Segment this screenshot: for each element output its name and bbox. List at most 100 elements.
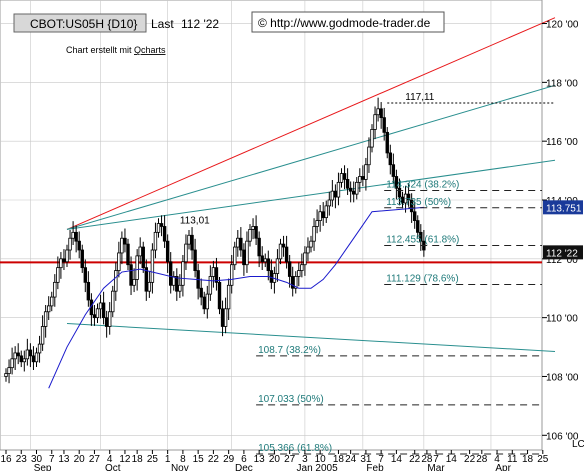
candle-body — [141, 246, 145, 269]
candle-body — [391, 164, 396, 177]
x-month-label: Sep — [34, 463, 52, 471]
candle-body — [339, 173, 344, 183]
symbol-label: CBOT:US05H {D10} — [30, 17, 137, 31]
y-tick-label: 116 '00 — [546, 137, 578, 148]
moving-average-series — [48, 206, 424, 389]
fibonacci-levels: 117,11 113,01 114.324 (38.2%) 113.735 (50%)… — [180, 92, 555, 455]
candle-body — [251, 226, 255, 230]
candle-body — [266, 258, 270, 271]
candle-body — [287, 261, 292, 277]
candle-body — [165, 240, 170, 263]
x-day-label: 10 — [315, 454, 327, 465]
x-day-label: 25 — [537, 454, 549, 465]
last-label: Last — [151, 17, 174, 31]
fib-level-label: 107.033 (50%) — [258, 394, 324, 405]
y-tick-label: 106 '00 — [546, 431, 579, 442]
x-day-label: 12 — [119, 454, 131, 465]
candle-body — [43, 311, 48, 327]
credit-link[interactable]: Qcharts — [134, 45, 166, 55]
candle-body — [65, 249, 69, 263]
candle-body — [22, 358, 26, 363]
y-tick-label: 120 '00 — [546, 20, 579, 31]
candle-body — [355, 181, 359, 195]
candle-body — [214, 267, 219, 283]
candle-body — [135, 255, 139, 280]
symbol-box[interactable] — [13, 13, 147, 33]
candle-body — [211, 267, 216, 277]
candle-body — [123, 237, 127, 245]
upper-trendline — [66, 17, 556, 230]
x-month-label: Mar — [427, 463, 445, 471]
candle-body — [281, 243, 286, 248]
x-day-label: 20 — [269, 454, 281, 465]
moving-average-line — [48, 206, 424, 389]
x-day-label: 24 — [345, 454, 357, 465]
x-day-label: 28 — [421, 454, 433, 465]
candle-body — [108, 311, 112, 327]
candle-body — [379, 108, 383, 119]
x-day-label: 27 — [284, 454, 296, 465]
candle-body — [181, 261, 185, 286]
candle-body — [71, 231, 75, 239]
candle-body — [120, 237, 124, 254]
fan-line — [66, 323, 556, 352]
candle-body — [193, 249, 197, 271]
candle-body — [31, 355, 36, 363]
x-month-label: Feb — [366, 463, 384, 471]
x-day-label: 22 — [409, 454, 421, 465]
candle-body — [309, 240, 313, 248]
candle-body — [156, 223, 161, 233]
candle-body — [348, 187, 353, 192]
price-badge — [543, 200, 583, 215]
candle-body — [351, 190, 356, 195]
candle-body — [397, 187, 402, 198]
candle-body — [275, 258, 280, 274]
fib-level-label: 105.366 (61.8%) — [258, 443, 332, 454]
annotation-label: 113,01 — [180, 215, 210, 226]
x-day-label: 20 — [74, 454, 86, 465]
candle-body — [376, 108, 380, 116]
candle-body — [184, 243, 188, 263]
y-tick-label: 110 '00 — [546, 314, 578, 325]
candle-body — [80, 249, 84, 269]
candle-body — [92, 314, 97, 319]
candle-body — [239, 237, 243, 251]
copyright-text: © http://www.godmode-trader.de — [258, 16, 431, 30]
candle-body — [367, 146, 371, 166]
candle-body — [303, 252, 307, 266]
candle-body — [114, 270, 118, 292]
x-day-label: 28 — [476, 454, 488, 465]
x-day-label: 13 — [254, 454, 266, 465]
y-tick-label: 112 '00 — [546, 255, 578, 266]
candle-body — [226, 284, 231, 310]
x-day-label: 15 — [193, 454, 205, 465]
candle-body — [318, 211, 322, 221]
price-series — [4, 97, 426, 384]
fib-level-label: 113.735 (50%) — [386, 197, 451, 208]
candle-body — [333, 190, 338, 198]
candle-body — [217, 281, 222, 310]
candle-body — [324, 205, 328, 219]
candle-body — [361, 176, 365, 180]
candle-body — [208, 276, 213, 295]
fib-level-label: 111.129 (78.6%) — [386, 273, 458, 284]
x-day-label: 7 — [49, 454, 55, 465]
last-value: 112 '22 — [181, 17, 219, 31]
fan-line — [66, 84, 556, 230]
candle-body — [190, 234, 194, 251]
x-day-label: 3 — [302, 454, 308, 465]
candle-body — [4, 373, 8, 377]
candle-body — [95, 308, 100, 319]
x-day-label: 30 — [31, 454, 43, 465]
candle-body — [53, 281, 57, 298]
candle-body — [297, 270, 301, 277]
candle-body — [159, 223, 164, 227]
x-month-label: Apr — [495, 463, 511, 471]
fan-line — [66, 159, 556, 230]
candle-body — [254, 226, 258, 239]
x-day-label: 31 — [360, 454, 372, 465]
candle-body — [19, 355, 23, 363]
candle-body — [175, 276, 179, 292]
